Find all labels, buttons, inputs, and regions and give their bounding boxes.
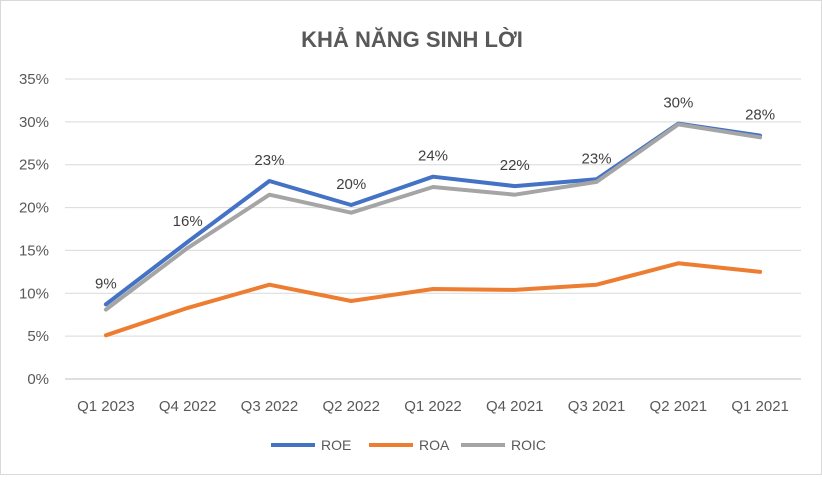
- data-label: 24%: [418, 148, 448, 165]
- series-line-roa: [103, 261, 763, 338]
- y-tick-label: 5%: [27, 328, 49, 345]
- y-tick-label: 0%: [27, 371, 49, 388]
- x-tick-label: Q1 2022: [404, 398, 462, 415]
- y-tick-label: 25%: [19, 157, 49, 174]
- y-tick-label: 35%: [19, 71, 49, 88]
- legend-label-roa: ROA: [419, 437, 450, 453]
- data-label: 30%: [663, 95, 693, 112]
- data-label: 20%: [336, 176, 366, 193]
- data-labels: 9% 16% 23% 20% 24% 22% 23% 30% 28%: [95, 95, 775, 293]
- y-tick-label: 15%: [19, 242, 49, 259]
- x-tick-label: Q1 2021: [731, 398, 789, 415]
- data-label: 23%: [582, 150, 612, 167]
- x-tick-label: Q3 2021: [568, 398, 626, 415]
- x-axis: Q1 2023 Q4 2022 Q3 2022 Q2 2022 Q1 2022 Q4 20…: [77, 398, 789, 415]
- series-line-roic: [103, 122, 763, 312]
- series-lines: [103, 121, 763, 338]
- x-tick-label: Q1 2023: [77, 398, 135, 415]
- legend-label-roe: ROE: [321, 437, 351, 453]
- data-label: 16%: [173, 213, 203, 230]
- data-label: 22%: [500, 157, 530, 174]
- y-tick-label: 30%: [19, 114, 49, 131]
- x-tick-label: Q2 2022: [322, 398, 380, 415]
- chart-title: KHẢ NĂNG SINH LỜI: [301, 27, 523, 52]
- data-label: 9%: [95, 275, 117, 292]
- legend: ROE ROA ROIC: [271, 437, 546, 453]
- x-tick-label: Q3 2022: [241, 398, 299, 415]
- y-tick-label: 10%: [19, 285, 49, 302]
- y-axis: 0% 5% 10% 15% 20% 25% 30% 35%: [19, 71, 49, 388]
- x-tick-label: Q2 2021: [650, 398, 708, 415]
- data-label: 28%: [745, 107, 775, 124]
- x-tick-label: Q4 2022: [159, 398, 217, 415]
- x-tick-label: Q4 2021: [486, 398, 544, 415]
- data-label: 23%: [254, 152, 284, 169]
- legend-label-roic: ROIC: [511, 437, 546, 453]
- y-tick-label: 20%: [19, 200, 49, 217]
